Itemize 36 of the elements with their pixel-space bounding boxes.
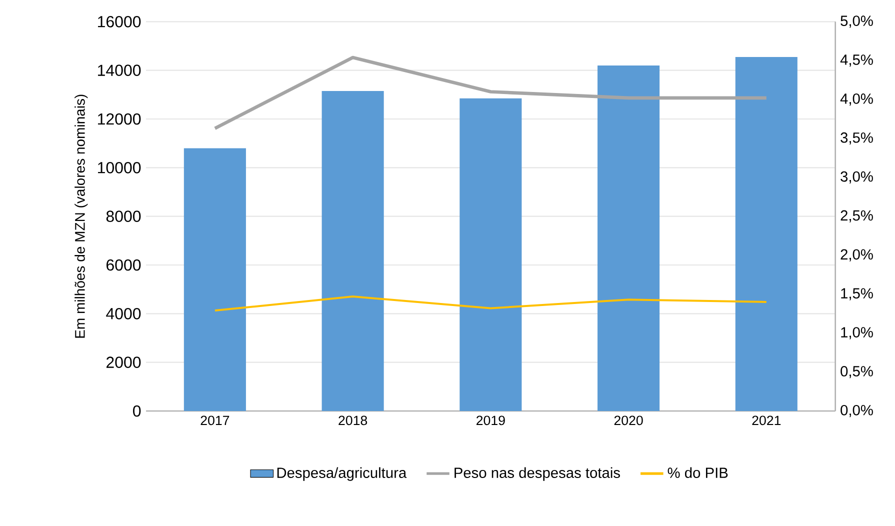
bar bbox=[322, 91, 384, 411]
legend-label: Peso nas despesas totais bbox=[454, 467, 620, 481]
y2-tick-label: 0,5% bbox=[840, 366, 873, 378]
y2-tick-label: 1,5% bbox=[841, 288, 873, 300]
bar bbox=[184, 148, 246, 411]
y2-tick-label: 3,0% bbox=[840, 171, 873, 184]
bar bbox=[460, 98, 522, 411]
y-tick-label: 16000 bbox=[98, 16, 141, 28]
y2-tick-label: 2,5% bbox=[840, 210, 873, 222]
y2-tick-label: 3,5% bbox=[840, 132, 873, 145]
line-series bbox=[213, 56, 768, 130]
y-tick-label: 12000 bbox=[98, 113, 141, 125]
x-tick-label: 2021 bbox=[752, 416, 781, 426]
y-tick-label: 4000 bbox=[106, 308, 141, 320]
y2-tick-label: 0,0% bbox=[840, 404, 873, 418]
y2-tick-label: 4,0% bbox=[840, 93, 873, 106]
bar bbox=[735, 56, 798, 411]
y-axis-title: Em milhões de MZN (valores nominais) bbox=[74, 94, 88, 338]
y2-tick-label: 2,0% bbox=[840, 249, 873, 262]
y2-tick-label: 4,5% bbox=[840, 54, 873, 67]
legend-label: Despesa/agricultura bbox=[277, 467, 407, 481]
y-tick-label: 6000 bbox=[106, 259, 141, 271]
x-tick-label: 2017 bbox=[200, 416, 230, 426]
line-series bbox=[214, 296, 768, 312]
x-tick-label: 2018 bbox=[338, 416, 368, 426]
y2-tick-label: 1,0% bbox=[841, 327, 873, 340]
x-tick-label: 2020 bbox=[614, 416, 643, 426]
y-tick-label: 8000 bbox=[106, 210, 141, 222]
y-tick-label: 0 bbox=[133, 405, 141, 417]
y-tick-label: 14000 bbox=[98, 64, 141, 76]
x-tick-label: 2019 bbox=[476, 416, 505, 426]
bar bbox=[598, 65, 660, 411]
legend-label: % do PIB bbox=[668, 467, 728, 478]
y-tick-label: 2000 bbox=[106, 356, 141, 368]
y2-tick-label: 5,0% bbox=[840, 16, 873, 28]
y-tick-label: 10000 bbox=[98, 162, 141, 174]
